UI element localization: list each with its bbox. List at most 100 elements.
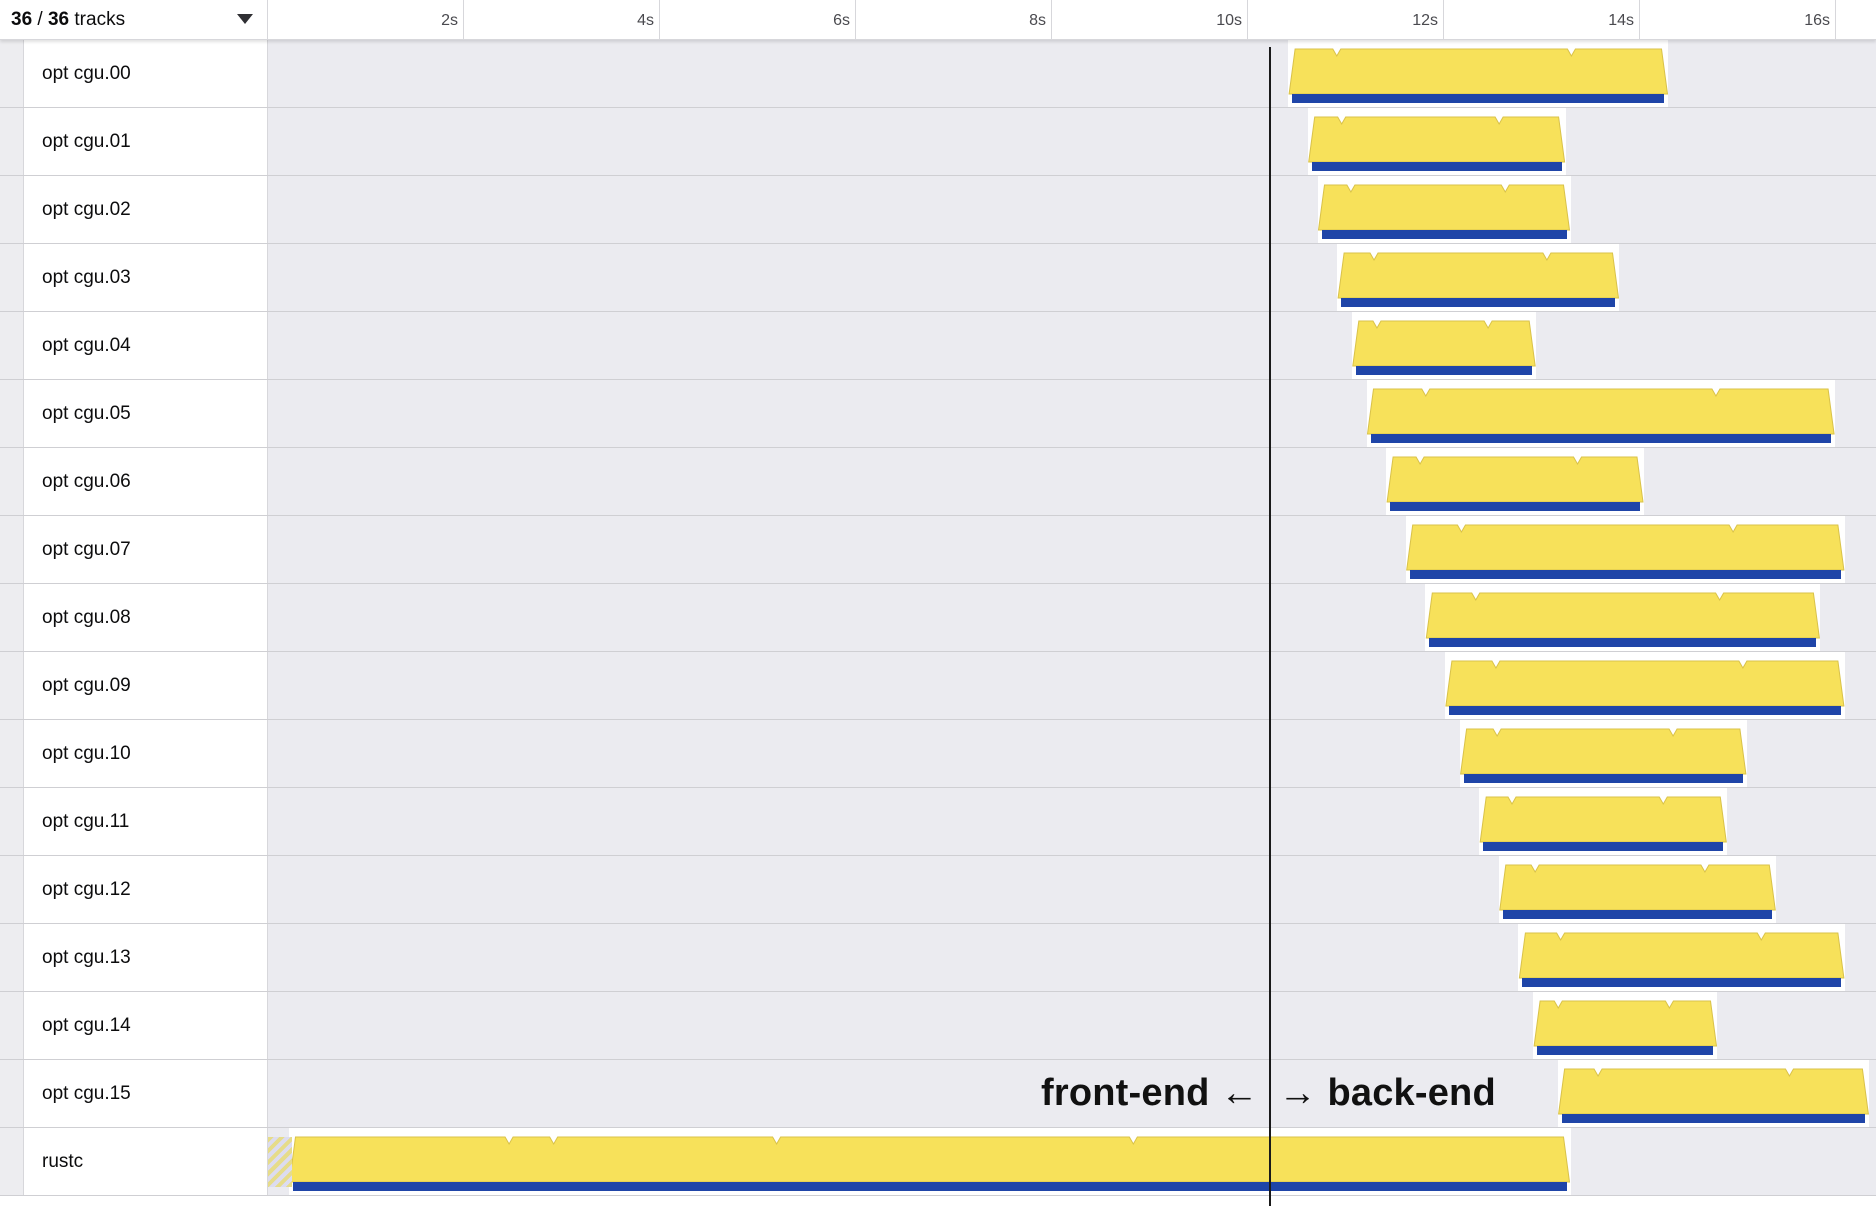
cpu-activity-shape <box>1499 864 1776 911</box>
track-activity-area[interactable] <box>268 244 1876 311</box>
total-track-count: 36 <box>47 8 70 30</box>
ruler-tick-label: 12s <box>1412 12 1438 29</box>
track-gutter <box>0 1128 24 1195</box>
track-activity-area[interactable] <box>268 1060 1876 1127</box>
track-label[interactable]: opt cgu.12 <box>24 856 268 923</box>
track-row[interactable]: opt cgu.07 <box>0 516 1876 584</box>
track-label[interactable]: opt cgu.01 <box>24 108 268 175</box>
sample-bar <box>1483 842 1724 851</box>
track-activity-area[interactable] <box>268 720 1876 787</box>
track-row[interactable]: opt cgu.09 <box>0 652 1876 720</box>
ruler-tick <box>1247 0 1248 39</box>
sample-bar <box>1502 910 1773 919</box>
activity-graph <box>1386 456 1644 503</box>
cpu-activity-shape <box>1479 796 1727 843</box>
ruler-tick <box>659 0 660 39</box>
ruler-tick-label: 10s <box>1216 12 1242 29</box>
activity-graph <box>1308 116 1566 163</box>
ruler-tick-label: 16s <box>1804 12 1830 29</box>
track-activity-area[interactable] <box>268 788 1876 855</box>
cpu-activity-shape <box>1386 456 1644 503</box>
track-gutter <box>0 448 24 515</box>
track-activity-area[interactable] <box>268 40 1876 107</box>
track-gutter <box>0 1060 24 1127</box>
track-label[interactable]: opt cgu.10 <box>24 720 268 787</box>
cpu-activity-shape <box>1533 1000 1718 1047</box>
activity-graph <box>1425 592 1820 639</box>
track-row[interactable]: opt cgu.08 <box>0 584 1876 652</box>
sample-bar <box>1561 1114 1866 1123</box>
track-activity-area[interactable] <box>268 924 1876 991</box>
activity-graph <box>1352 320 1536 367</box>
track-count-separator: / <box>32 8 48 30</box>
ruler-tick <box>1443 0 1444 39</box>
track-activity-area[interactable] <box>268 584 1876 651</box>
track-label[interactable]: rustc <box>24 1128 268 1195</box>
track-row[interactable]: opt cgu.11 <box>0 788 1876 856</box>
track-gutter <box>0 652 24 719</box>
cpu-activity-shape <box>1337 252 1620 299</box>
cpu-activity-shape <box>1406 524 1845 571</box>
track-label[interactable]: opt cgu.13 <box>24 924 268 991</box>
track-activity-area[interactable] <box>268 856 1876 923</box>
cpu-activity-shape <box>1288 48 1669 95</box>
track-label[interactable]: opt cgu.11 <box>24 788 268 855</box>
track-row[interactable]: opt cgu.04 <box>0 312 1876 380</box>
track-row[interactable]: rustc <box>0 1128 1876 1196</box>
track-row[interactable]: opt cgu.06 <box>0 448 1876 516</box>
timeline-header: 36 / 36 tracks 2s 4s 6s 8s 10s 12s 14s 16s <box>0 0 1876 40</box>
sample-bar <box>1522 978 1841 987</box>
cpu-activity-shape <box>1317 184 1571 231</box>
activity-graph <box>1533 1000 1718 1047</box>
track-activity-area[interactable] <box>268 176 1876 243</box>
track-activity-area[interactable] <box>268 652 1876 719</box>
track-count-dropdown[interactable]: 36 / 36 tracks <box>0 0 268 39</box>
track-gutter <box>0 720 24 787</box>
track-label[interactable]: opt cgu.07 <box>24 516 268 583</box>
ruler-tick <box>1835 0 1836 39</box>
startup-hatch <box>268 1137 292 1187</box>
track-gutter <box>0 244 24 311</box>
track-row[interactable]: opt cgu.12 <box>0 856 1876 924</box>
track-activity-area[interactable] <box>268 992 1876 1059</box>
activity-graph <box>1337 252 1620 299</box>
track-label[interactable]: opt cgu.09 <box>24 652 268 719</box>
track-row[interactable]: opt cgu.05 <box>0 380 1876 448</box>
track-label[interactable]: opt cgu.00 <box>24 40 268 107</box>
track-row[interactable]: opt cgu.13 <box>0 924 1876 992</box>
track-activity-area[interactable] <box>268 448 1876 515</box>
activity-graph <box>1460 728 1747 775</box>
track-label[interactable]: opt cgu.06 <box>24 448 268 515</box>
track-count-suffix: tracks <box>69 8 126 30</box>
track-row[interactable]: opt cgu.15 <box>0 1060 1876 1128</box>
track-label[interactable]: opt cgu.14 <box>24 992 268 1059</box>
track-activity-area[interactable] <box>268 312 1876 379</box>
sample-bar <box>1341 298 1616 307</box>
track-label[interactable]: opt cgu.15 <box>24 1060 268 1127</box>
track-activity-area[interactable] <box>268 380 1876 447</box>
sample-bar <box>1370 434 1832 443</box>
ruler-tick <box>463 0 464 39</box>
track-row[interactable]: opt cgu.00 <box>0 40 1876 108</box>
track-row[interactable]: opt cgu.03 <box>0 244 1876 312</box>
track-activity-area[interactable] <box>268 1128 1876 1195</box>
activity-graph <box>1288 48 1669 95</box>
visible-track-count: 36 <box>11 8 33 30</box>
track-activity-area[interactable] <box>268 108 1876 175</box>
track-label[interactable]: opt cgu.04 <box>24 312 268 379</box>
ruler-tick-label: 4s <box>637 12 654 29</box>
track-gutter <box>0 856 24 923</box>
track-label[interactable]: opt cgu.08 <box>24 584 268 651</box>
track-row[interactable]: opt cgu.02 <box>0 176 1876 244</box>
track-label[interactable]: opt cgu.05 <box>24 380 268 447</box>
cpu-activity-shape <box>1352 320 1536 367</box>
track-label[interactable]: opt cgu.02 <box>24 176 268 243</box>
ruler-tick <box>1051 0 1052 39</box>
track-row[interactable]: opt cgu.01 <box>0 108 1876 176</box>
track-row[interactable]: opt cgu.10 <box>0 720 1876 788</box>
track-activity-area[interactable] <box>268 516 1876 583</box>
sample-bar <box>1409 570 1841 579</box>
track-label[interactable]: opt cgu.03 <box>24 244 268 311</box>
track-row[interactable]: opt cgu.14 <box>0 992 1876 1060</box>
track-gutter <box>0 176 24 243</box>
